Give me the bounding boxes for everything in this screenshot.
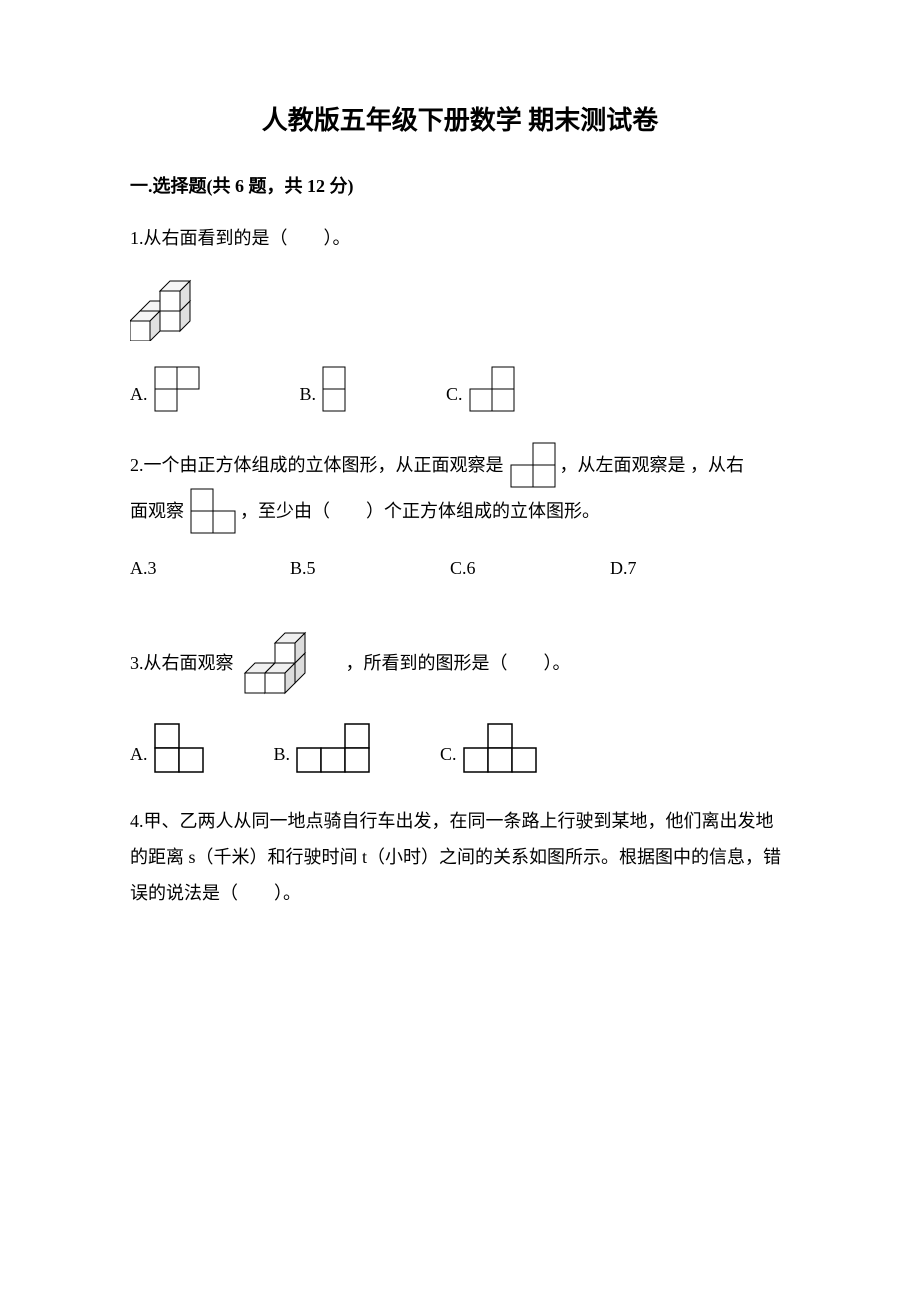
q1-figure: [130, 271, 790, 341]
q3-optC-shape: [463, 723, 537, 773]
q3-figure: [240, 623, 340, 703]
q3-optB-shape: [296, 723, 370, 773]
q1-text: 1.从右面看到的是（ ）。: [130, 220, 790, 256]
q4-text: 4.甲、乙两人从同一地点骑自行车出发，在同一条路上行驶到某地，他们离出发地的距离…: [130, 803, 790, 911]
q1-optB-shape: [322, 366, 346, 412]
q1-optC-label: C.: [446, 380, 463, 409]
q1-optC-shape: [469, 366, 515, 412]
q3-part2: ，所看到的图形是（ ）。: [346, 649, 571, 678]
q1-optA-label: A.: [130, 380, 148, 409]
q2-right-shape: [190, 488, 236, 534]
q3-optB-label: B.: [274, 740, 291, 769]
q3: 3.从右面观察: [130, 623, 790, 703]
q3-optA-label: A.: [130, 740, 148, 769]
q2-options: A.3 B.5 C.6 D.7: [130, 554, 790, 583]
q2-part4: ，至少由（ ）个正方体组成的立体图形。: [240, 492, 600, 532]
section-1-header: 一.选择题(共 6 题，共 12 分): [130, 172, 790, 201]
q3-optC-label: C.: [440, 740, 457, 769]
q1-options: A. B. C.: [130, 366, 790, 412]
q2-part2: ，从左面观察是 ，从右: [560, 446, 745, 486]
q1-optB-label: B.: [300, 380, 317, 409]
q2-optD: D.7: [610, 554, 770, 583]
q3-options: A. B. C.: [130, 723, 790, 773]
q2-optB: B.5: [290, 554, 450, 583]
q2-part1: 2.一个由正方体组成的立体图形，从正面观察是: [130, 446, 504, 486]
q2-optC: C.6: [450, 554, 610, 583]
q2: 2.一个由正方体组成的立体图形，从正面观察是 ，从左面观察是 ，从右 面观察 ，…: [130, 442, 790, 534]
q1-optA-shape: [154, 366, 200, 412]
q3-optA-shape: [154, 723, 204, 773]
q2-part3: 面观察: [130, 492, 184, 532]
q3-part1: 3.从右面观察: [130, 649, 234, 678]
q2-optA: A.3: [130, 554, 290, 583]
q2-front-shape: [510, 442, 556, 488]
page-title: 人教版五年级下册数学 期末测试卷: [130, 100, 790, 142]
